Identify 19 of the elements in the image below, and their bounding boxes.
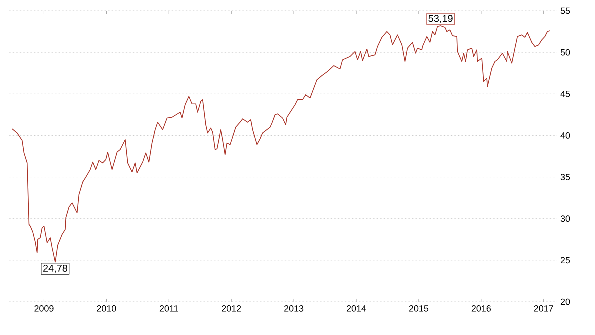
x-tick-label: 2009	[34, 306, 54, 312]
x-tick-label: 2012	[222, 306, 242, 312]
x-tick-label: 2013	[284, 306, 304, 312]
x-tick-label: 2010	[97, 306, 116, 312]
y-tick-label: 55	[560, 8, 570, 14]
x-tick-label: 2016	[472, 306, 491, 312]
x-tick-label: 2014	[346, 306, 366, 312]
y-tick-label: 20	[560, 298, 570, 306]
x-tick-label: 2011	[160, 306, 178, 312]
x-tick-label: 2015	[409, 306, 429, 312]
y-tick-label: 30	[560, 216, 570, 222]
y-tick-label: 40	[560, 132, 570, 139]
y-tick-label: 50	[560, 49, 570, 56]
annotation: 24,78	[44, 264, 68, 274]
y-tick-label: 35	[560, 174, 570, 180]
annotation: 53,19	[428, 15, 453, 24]
y-tick-label: 25	[560, 257, 570, 264]
y-tick-label: 45	[560, 91, 570, 98]
x-tick-label: 2017	[534, 306, 554, 312]
